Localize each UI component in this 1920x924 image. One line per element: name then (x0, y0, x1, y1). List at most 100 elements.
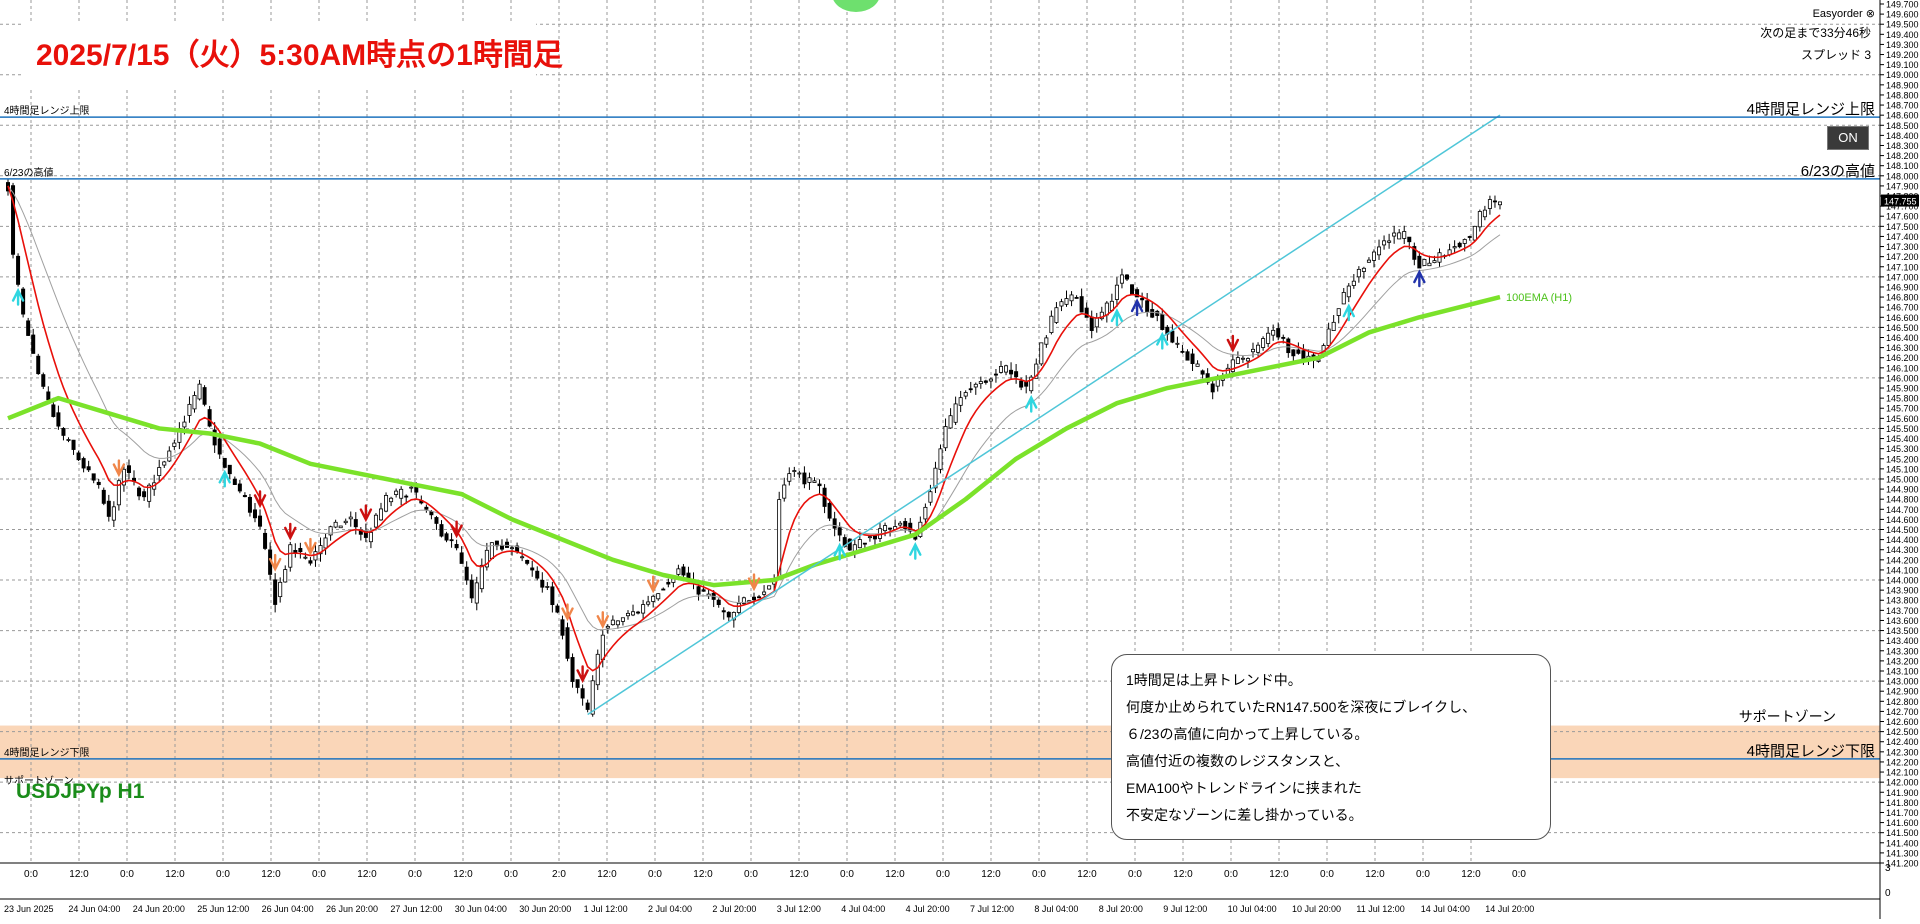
candle-body (278, 581, 283, 598)
hour-label: 12:0 (1077, 869, 1097, 880)
signal-arrow-up (1025, 394, 1038, 413)
hour-label: 12:0 (261, 869, 281, 880)
candle-body (1266, 332, 1271, 344)
candle-body (560, 619, 565, 636)
candle-body (757, 596, 762, 599)
signal-arrow-down (596, 611, 609, 629)
candle-body (1387, 240, 1392, 243)
candle-body (1457, 242, 1462, 248)
candle-body (726, 611, 731, 618)
candle-body (394, 490, 399, 495)
candle-body (696, 586, 701, 595)
candle-body (1251, 348, 1256, 353)
subwindow-axis-label: 0 (1885, 888, 1891, 899)
candle-body (1190, 353, 1195, 364)
candle-body (459, 552, 464, 564)
hour-label: 12:0 (69, 869, 89, 880)
candle-body (439, 524, 444, 537)
candle-body (36, 355, 41, 375)
candle-body (409, 486, 414, 489)
easyorder-panel[interactable]: Easyorder ⊗ (1813, 7, 1875, 20)
candle-body (1145, 300, 1150, 313)
candle-body (449, 539, 454, 542)
candle-body (1432, 260, 1437, 264)
candle-body (530, 567, 535, 571)
candle-body (988, 378, 993, 382)
candle-body (96, 481, 101, 486)
candle-body (313, 551, 318, 561)
candle-body (333, 521, 338, 528)
date-label: 30 Jun 20:00 (519, 904, 571, 914)
candle-body (1054, 307, 1059, 323)
candle-body (1397, 232, 1402, 240)
candle-body (736, 602, 741, 613)
candle-body (676, 568, 681, 575)
candle-body (142, 491, 147, 498)
next-bar-timer: 次の足まで33分46秒 (1760, 26, 1871, 40)
signal-arrow-up (1110, 308, 1124, 327)
price-tick-label: 145.700 (1886, 404, 1919, 414)
price-tick-label: 141.500 (1886, 828, 1919, 838)
candle-body (1361, 267, 1366, 272)
price-tick-label: 148.000 (1886, 171, 1919, 181)
candle-body (1210, 383, 1215, 393)
candle-body (998, 366, 1003, 373)
candle-body (1261, 338, 1266, 348)
candle-body (51, 404, 56, 417)
candle-body (1498, 201, 1503, 206)
candle-body (389, 497, 394, 503)
candle-body (61, 427, 66, 436)
price-tick-label: 142.300 (1886, 747, 1919, 757)
hour-label: 0:0 (312, 869, 326, 880)
candle-body (1492, 200, 1497, 203)
price-tick-label: 141.300 (1886, 848, 1919, 858)
price-tick-label: 143.800 (1886, 596, 1919, 606)
date-label: 9 Jul 12:00 (1163, 904, 1207, 914)
candle-body (1125, 274, 1130, 280)
candle-body (605, 626, 610, 629)
candle-body (167, 450, 172, 462)
candle-body (187, 403, 192, 416)
candle-body (1094, 317, 1099, 328)
candle-body (1256, 344, 1261, 353)
candle-body (484, 549, 489, 568)
signal-arrow-down (1226, 334, 1240, 353)
price-tick-label: 147.600 (1886, 212, 1919, 222)
price-tick-label: 149.500 (1886, 20, 1919, 30)
candle-body (227, 464, 232, 475)
candle-body (953, 403, 958, 423)
candle-body (1341, 292, 1346, 305)
candle-body (1452, 246, 1457, 249)
price-tick-label: 148.800 (1886, 90, 1919, 100)
date-label: 25 Jun 12:00 (197, 904, 249, 914)
candle-body (121, 468, 126, 486)
price-tick-label: 143.700 (1886, 606, 1919, 616)
candle-body (348, 516, 353, 520)
candle-body (368, 532, 373, 543)
signal-arrow-down (284, 522, 297, 541)
signal-arrow-down (304, 537, 317, 556)
signal-arrow-down (646, 575, 660, 594)
candle-body (620, 617, 625, 622)
on-button[interactable]: ON (1827, 126, 1869, 150)
price-tick-label: 146.900 (1886, 282, 1919, 292)
candle-body (212, 429, 217, 446)
price-tick-label: 142.900 (1886, 687, 1919, 697)
candle-body (731, 612, 736, 621)
candle-body (71, 439, 76, 450)
candle-body (837, 527, 842, 536)
price-tick-label: 148.600 (1886, 111, 1919, 121)
candle-body (973, 383, 978, 388)
close-icon[interactable]: ⊗ (1865, 8, 1875, 20)
price-tick-label: 142.100 (1886, 768, 1919, 778)
candle-body (641, 604, 646, 614)
candle-body (943, 426, 948, 449)
candle-body (1281, 336, 1286, 339)
candle-body (1377, 246, 1382, 256)
candle-body (600, 634, 605, 661)
price-tick-label: 142.500 (1886, 727, 1919, 737)
candle-body (1064, 298, 1069, 305)
date-label: 26 Jun 20:00 (326, 904, 378, 914)
